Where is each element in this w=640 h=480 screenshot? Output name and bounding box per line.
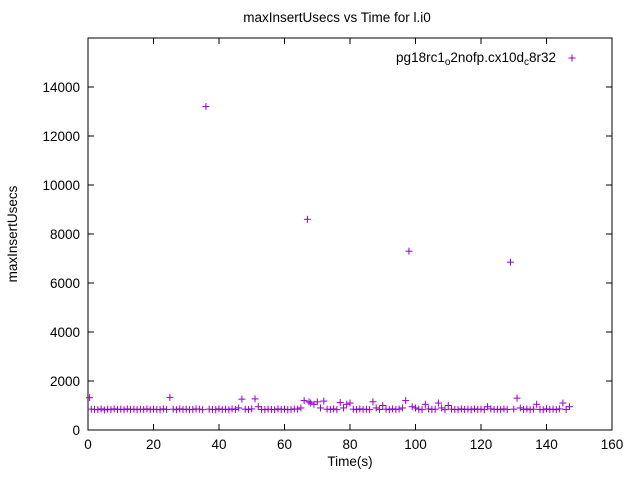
y-tick-label: 12000 bbox=[42, 129, 80, 144]
y-tick-label: 10000 bbox=[42, 178, 80, 193]
y-tick-label: 14000 bbox=[42, 80, 80, 95]
x-tick-label: 120 bbox=[470, 437, 493, 452]
x-tick-label: 40 bbox=[211, 437, 226, 452]
y-axis-label: maxInsertUsecs bbox=[5, 185, 20, 282]
y-tick-label: 6000 bbox=[50, 276, 80, 291]
data-points bbox=[86, 103, 573, 414]
y-tick-label: 0 bbox=[72, 423, 80, 438]
x-tick-label: 80 bbox=[342, 437, 357, 452]
x-tick-label: 100 bbox=[404, 437, 427, 452]
x-tick-label: 160 bbox=[601, 437, 624, 452]
legend: pg18rc1o2nofp.cx10dc8r32 bbox=[396, 50, 576, 68]
plot-border bbox=[87, 37, 613, 431]
y-tick-label: 4000 bbox=[50, 325, 80, 340]
chart-title: maxInsertUsecs vs Time for l.i0 bbox=[243, 10, 431, 25]
legend-label: pg18rc1o2nofp.cx10dc8r32 bbox=[396, 50, 556, 68]
x-tick-label: 60 bbox=[277, 437, 292, 452]
x-tick-label: 140 bbox=[535, 437, 558, 452]
y-tick-label: 8000 bbox=[50, 227, 80, 242]
x-tick-label: 0 bbox=[84, 437, 92, 452]
axes: 0 20 40 60 80 100 120 140 160 0 2000 4000 6000 8000 10… bbox=[42, 37, 624, 452]
x-tick-label: 20 bbox=[146, 437, 161, 452]
x-axis-label: Time(s) bbox=[327, 454, 372, 469]
y-tick-label: 2000 bbox=[50, 374, 80, 389]
